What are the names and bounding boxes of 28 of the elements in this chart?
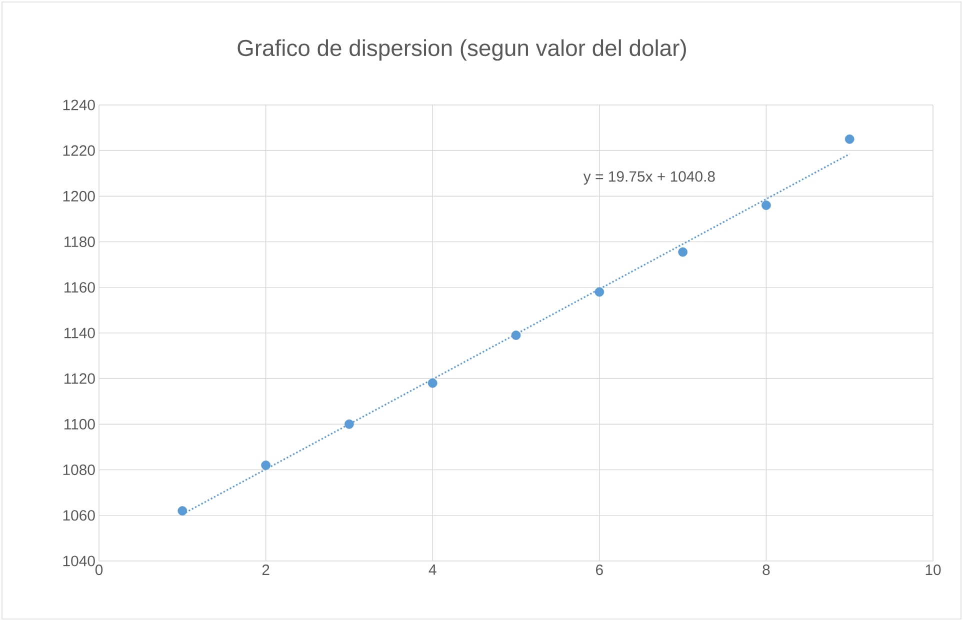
y-tick-label: 1060 xyxy=(63,510,95,521)
y-tick-label: 1120 xyxy=(64,373,95,384)
point xyxy=(261,460,271,470)
x-tick-label: 6 xyxy=(596,564,603,576)
point xyxy=(511,330,521,340)
y-tick-label: 1100 xyxy=(64,418,95,430)
y-tick-label: 1160 xyxy=(64,282,95,293)
y-tick-label: 1200 xyxy=(63,190,95,202)
y-tick-label: 1040 xyxy=(63,556,95,566)
y-tick-label: 1240 xyxy=(63,100,95,110)
x-tick-label: 2 xyxy=(262,564,270,575)
point xyxy=(844,134,854,144)
x-tick-label: 0 xyxy=(95,564,103,576)
point xyxy=(428,378,438,388)
y-tick-label: 1140 xyxy=(64,328,95,338)
point xyxy=(344,419,354,429)
x-tick-label: 4 xyxy=(428,564,436,575)
point xyxy=(178,506,188,516)
point xyxy=(678,247,688,257)
point xyxy=(594,287,604,297)
y-tick-label: 1220 xyxy=(63,145,95,156)
y-tick-label: 1080 xyxy=(63,464,95,476)
x-tick-label: 8 xyxy=(762,564,770,576)
point xyxy=(762,200,771,210)
x-tick-label: 10 xyxy=(926,564,941,576)
y-tick-label: 1180 xyxy=(64,236,95,248)
chart-title: Grafico de dispersion (segun valor del dolar) xyxy=(238,39,686,61)
annotation: y = 19.75x + 1040.8 xyxy=(583,171,715,185)
